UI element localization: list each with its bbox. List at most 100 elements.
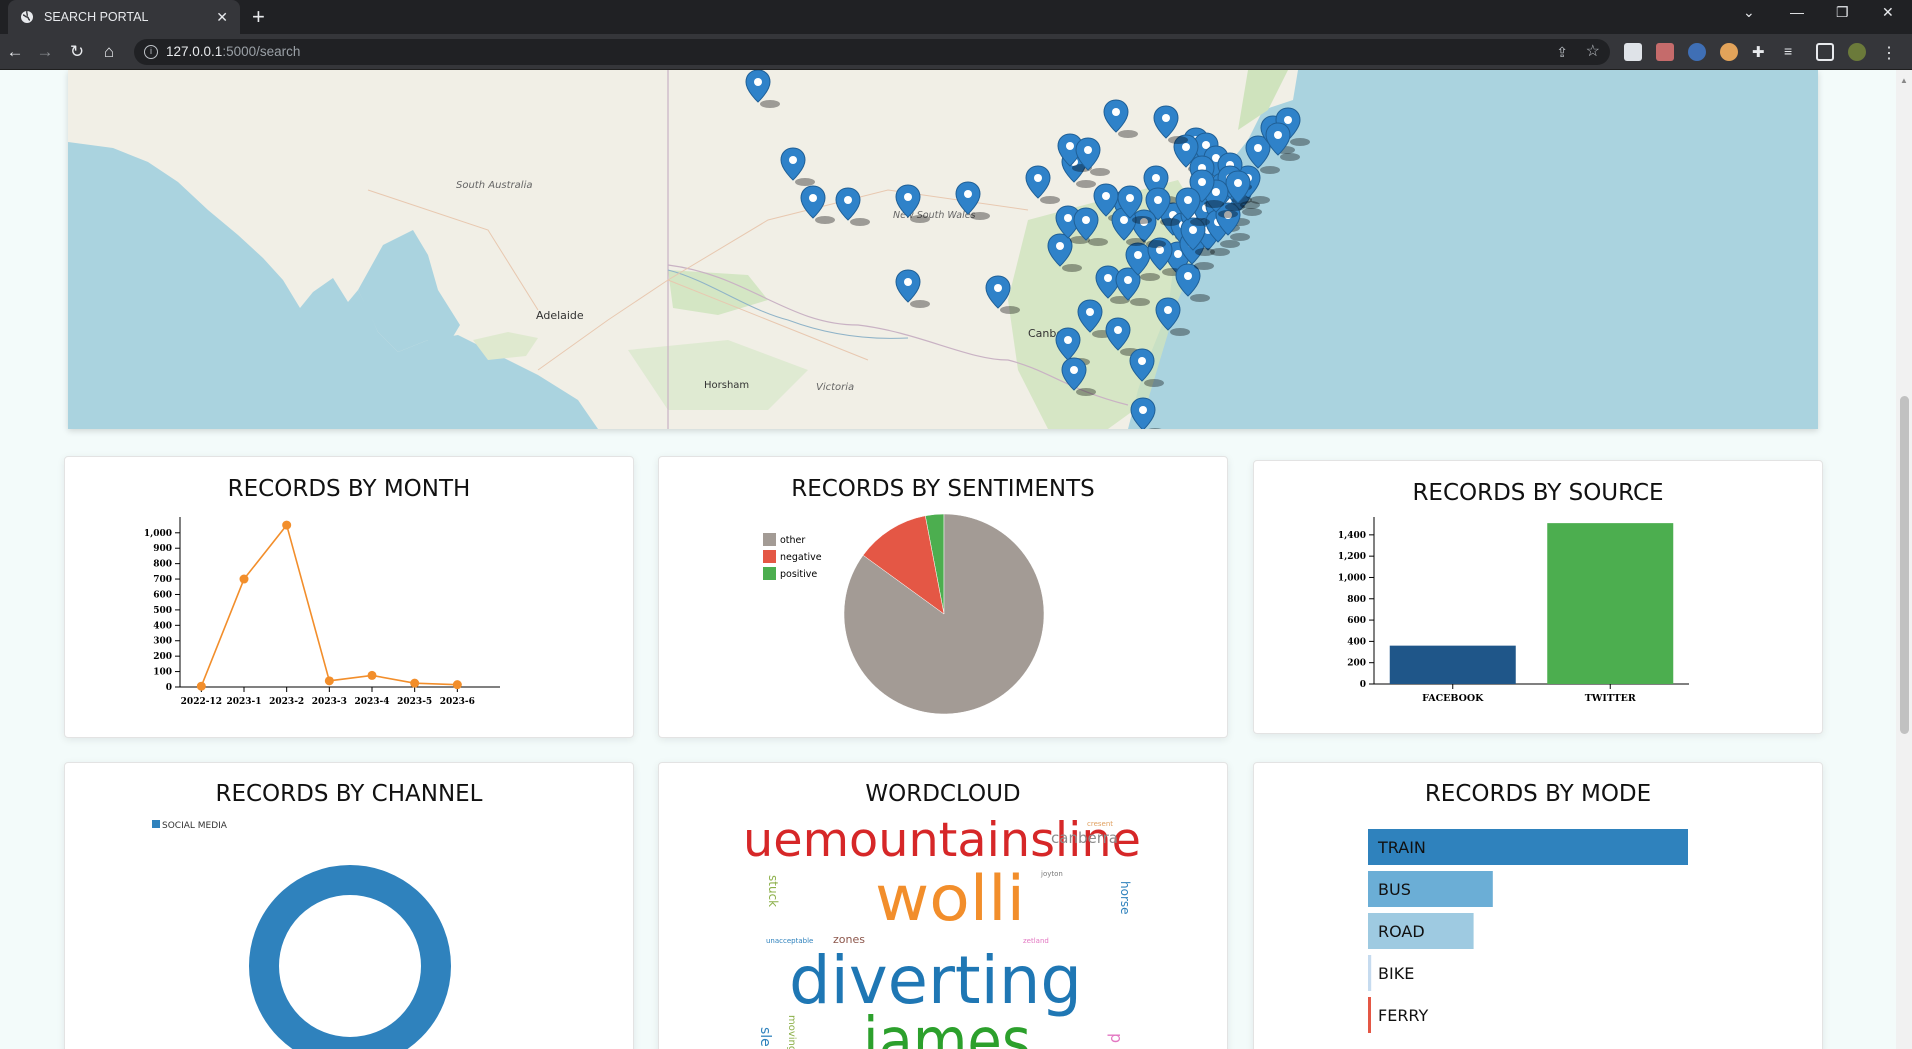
marker-shadow — [1290, 138, 1310, 146]
y-tick-label: 600 — [153, 590, 172, 600]
extension-4-icon[interactable] — [1720, 43, 1738, 61]
marker-shadow — [1194, 262, 1214, 270]
marker-dot — [1202, 141, 1210, 149]
site-info-icon[interactable]: i — [144, 45, 158, 59]
bookmark-star-icon[interactable]: ☆ — [1585, 43, 1600, 60]
minimize-icon[interactable]: — — [1790, 4, 1804, 20]
marker-dot — [904, 193, 912, 201]
wordcloud-word: sle — [757, 1027, 773, 1047]
y-tick-label: 1,000 — [144, 529, 172, 539]
marker-dot — [1212, 154, 1220, 162]
home-icon[interactable]: ⌂ — [103, 42, 115, 61]
map-marker-icon — [895, 269, 930, 308]
globe-icon — [21, 10, 33, 23]
menu-kebab-icon[interactable]: ⋮ — [1881, 45, 1897, 62]
card-title: RECORDS BY MODE — [1424, 781, 1652, 807]
marker-dot — [1184, 272, 1192, 280]
extension-1-icon[interactable] — [1624, 43, 1642, 61]
tab-search-icon[interactable]: ⌄ — [1743, 4, 1755, 20]
legend-swatch — [152, 820, 160, 828]
card-title: RECORDS BY MONTH — [227, 476, 471, 502]
y-tick-label: 500 — [153, 606, 172, 616]
map-marker-icon — [1025, 165, 1060, 204]
marker-dot — [1182, 143, 1190, 151]
extension-2-icon[interactable] — [1656, 43, 1674, 61]
url-host: 127.0.0.1 — [166, 44, 223, 59]
x-tick-label: 2023-4 — [354, 697, 389, 707]
x-tick-label: 2023-2 — [269, 697, 304, 707]
legend-label: other — [780, 535, 805, 546]
marker-shadow — [1146, 240, 1166, 248]
marker-dot — [1139, 406, 1147, 414]
map-marker-icon — [1129, 348, 1164, 387]
map-marker-icon — [745, 70, 780, 108]
page-scrollbar[interactable]: ▲ — [1896, 70, 1912, 1049]
marker-shadow — [1126, 238, 1146, 246]
extension-3-icon[interactable] — [1688, 43, 1706, 61]
side-panel-icon[interactable] — [1816, 43, 1834, 61]
wordcloud-word: canberra — [1051, 829, 1118, 847]
browser-toolbar: ← → ↻ ⌂ i 127.0.0.1:5000/search ⇪ ☆ ✚ ≡ … — [0, 34, 1912, 70]
map-label: Horsham — [704, 380, 749, 391]
address-bar[interactable]: i 127.0.0.1:5000/search ⇪ ☆ — [134, 39, 1610, 65]
url-path: :5000/search — [222, 44, 301, 59]
legend-label: positive — [780, 569, 817, 580]
restore-icon[interactable]: ❐ — [1836, 4, 1849, 20]
marker-shadow — [1062, 264, 1082, 272]
forward-icon[interactable]: → — [36, 42, 54, 61]
marker-dot — [1254, 144, 1262, 152]
marker-dot — [1164, 306, 1172, 314]
page-viewport: South Australia New South Wales Adelaide… — [0, 70, 1896, 1049]
x-tick-label: 2023-6 — [440, 697, 475, 707]
marker-shadow — [1140, 273, 1160, 281]
map-marker-icon — [1047, 233, 1082, 272]
marker-dot — [1140, 218, 1148, 226]
marker-shadow — [1170, 328, 1190, 336]
card-title: RECORDS BY SOURCE — [1412, 480, 1664, 506]
scrollbar-thumb[interactable] — [1900, 396, 1909, 734]
y-tick-label: 100 — [153, 668, 172, 678]
marker-shadow — [1076, 388, 1096, 396]
marker-dot — [1084, 146, 1092, 154]
close-window-icon[interactable]: ✕ — [1882, 4, 1894, 20]
marker-shadow — [1280, 153, 1300, 161]
x-tick-label: 2023-1 — [226, 697, 261, 707]
marker-dot — [1184, 196, 1192, 204]
browser-tab[interactable]: SEARCH PORTAL ✕ — [8, 0, 240, 34]
scroll-up-icon[interactable]: ▲ — [1900, 76, 1908, 85]
marker-shadow — [1210, 248, 1230, 256]
marker-shadow — [910, 300, 930, 308]
reading-list-icon[interactable]: ≡ — [1784, 43, 1793, 59]
wordcloud-word: joyton — [1040, 870, 1063, 878]
new-tab-icon[interactable]: + — [252, 4, 265, 29]
month-line-chart: 0 100 200 300 400 500 600 700 800 900 1,000 2022-12… — [144, 517, 500, 707]
sentiment-pie-chart: other negative positive — [763, 513, 1045, 715]
share-icon[interactable]: ⇪ — [1556, 44, 1568, 60]
marker-shadow — [1190, 294, 1210, 302]
marker-shadow — [795, 178, 815, 186]
map[interactable]: South Australia New South Wales Adelaide… — [68, 70, 1818, 429]
wordcloud: uemountainsline canberra cresent joyton … — [743, 813, 1141, 1049]
map-land — [68, 70, 1298, 429]
marker-shadow — [1230, 233, 1250, 241]
map-markers[interactable] — [745, 70, 1310, 429]
marker-dot — [809, 194, 817, 202]
extensions-puzzle-icon[interactable]: ✚ — [1752, 44, 1765, 61]
close-tab-icon[interactable]: ✕ — [216, 9, 228, 25]
x-tick-label: FACEBOOK — [1422, 693, 1484, 704]
reload-icon[interactable]: ↻ — [69, 42, 85, 61]
y-tick-label: 800 — [153, 560, 172, 570]
back-icon[interactable]: ← — [6, 42, 24, 61]
marker-dot — [1126, 194, 1134, 202]
marker-dot — [1138, 357, 1146, 365]
legend-swatch — [763, 550, 776, 563]
y-tick-label: 600 — [1347, 616, 1366, 626]
bar — [1389, 645, 1516, 684]
marker-shadow — [1195, 248, 1215, 256]
bar-label: BUS — [1378, 880, 1411, 899]
marker-shadow — [1144, 379, 1164, 387]
marker-shadow — [815, 216, 835, 224]
profile-avatar[interactable] — [1848, 43, 1866, 61]
marker-dot — [1064, 336, 1072, 344]
marker-dot — [1234, 179, 1242, 187]
